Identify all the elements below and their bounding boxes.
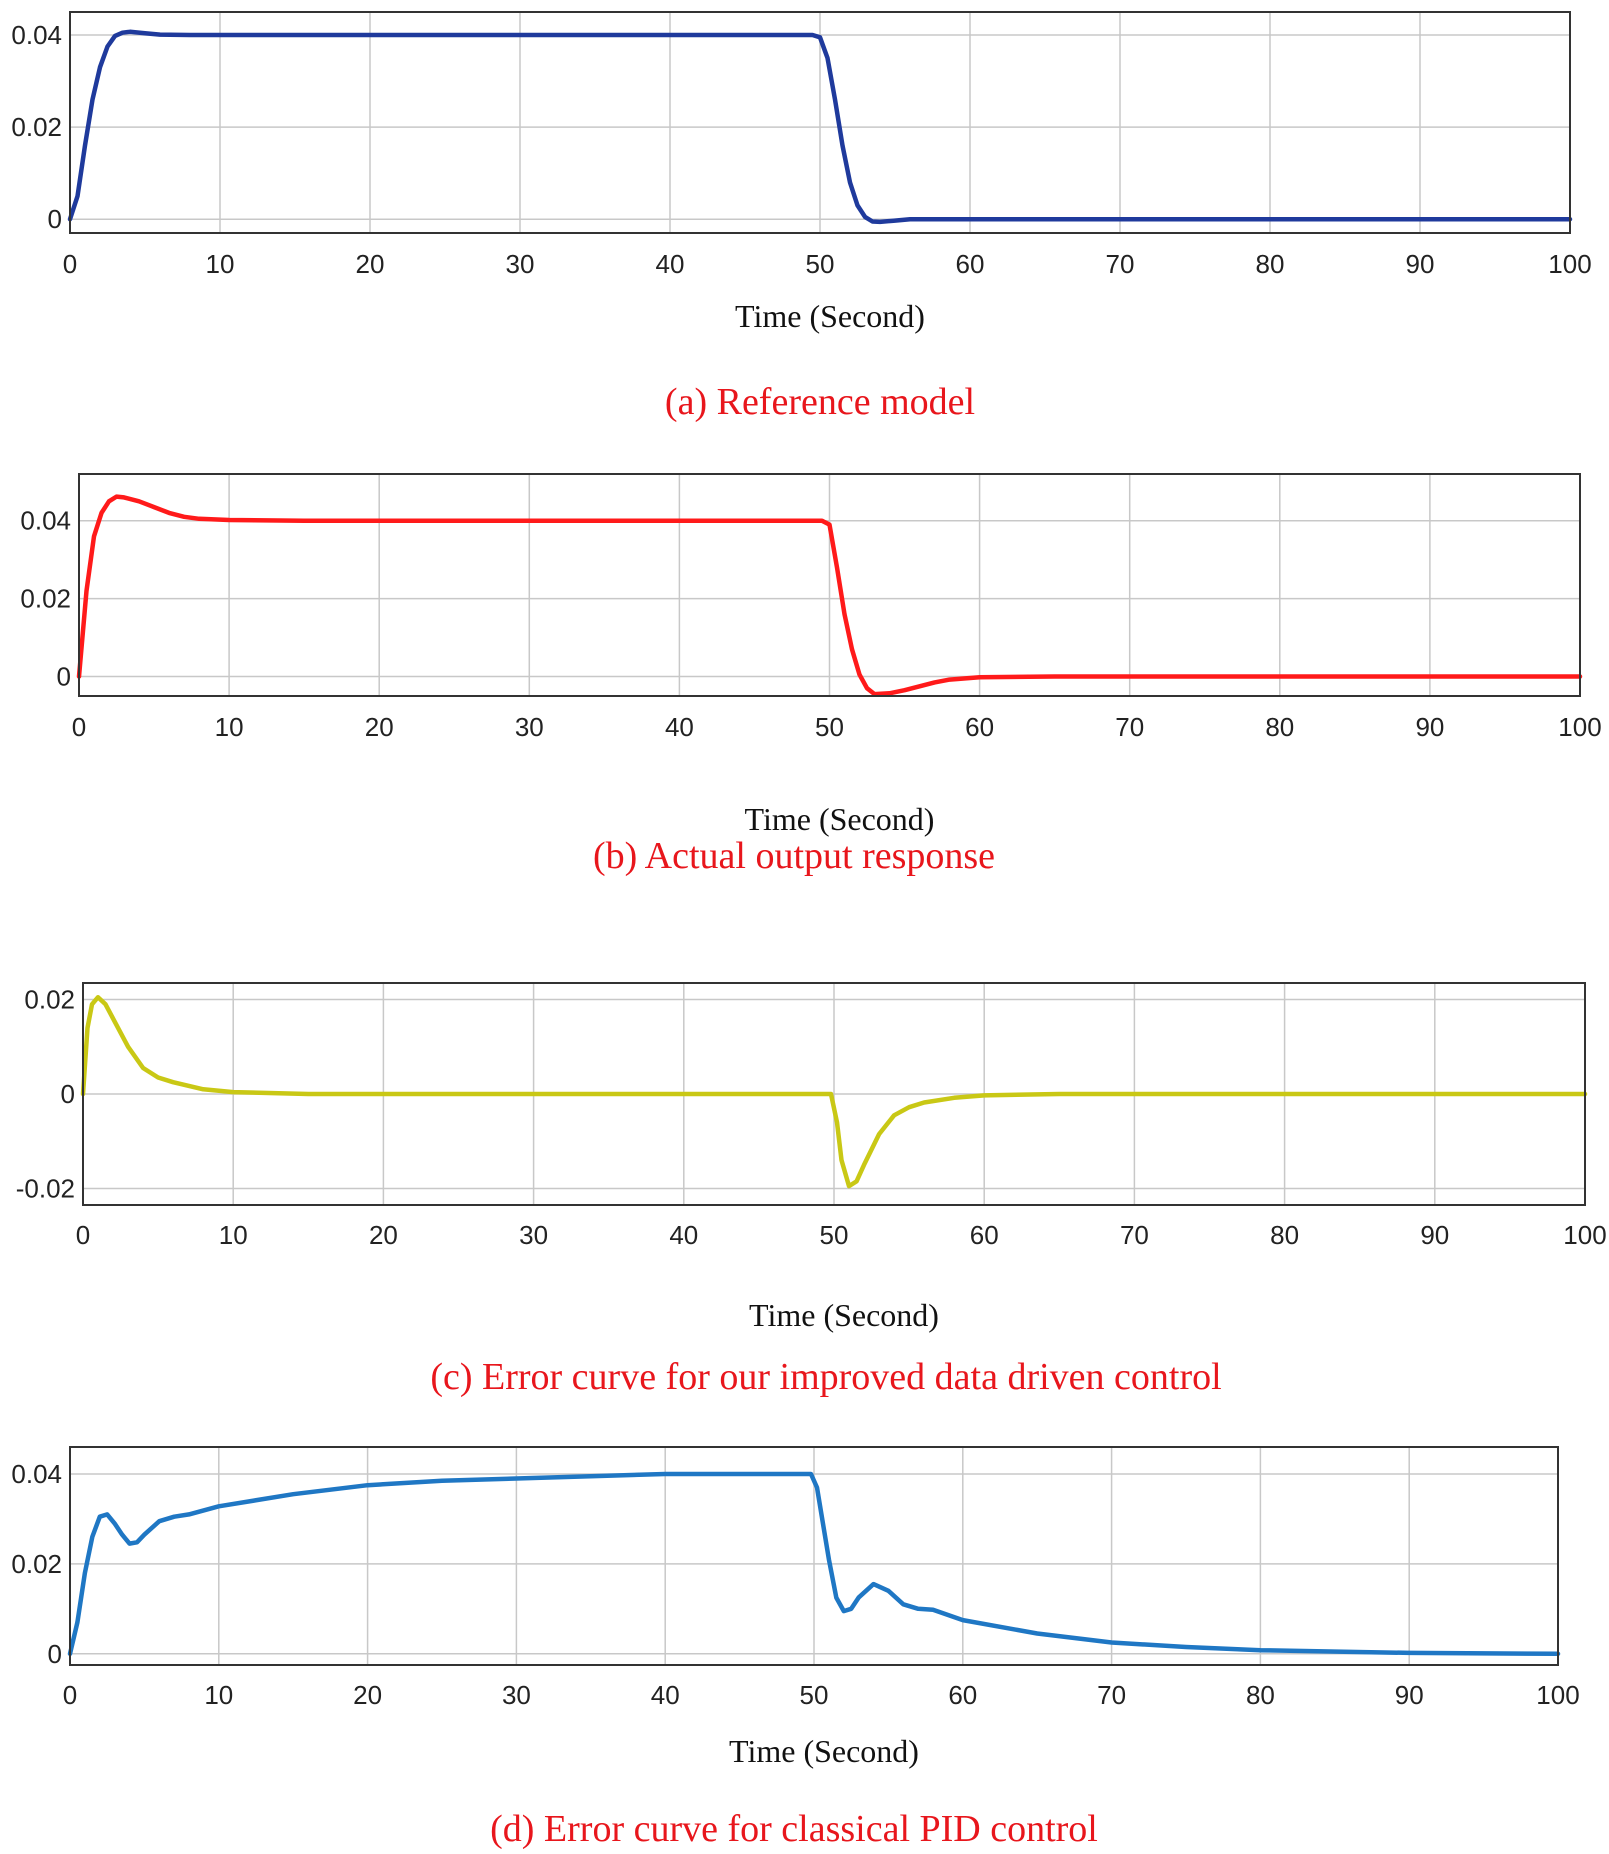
x-tick-label: 90 xyxy=(1420,1220,1449,1250)
x-tick-label: 70 xyxy=(1097,1680,1126,1710)
y-tick-label: 0.04 xyxy=(20,506,71,536)
x-axis-label: Time (Second) xyxy=(749,1297,939,1333)
series-line xyxy=(80,994,1588,1189)
panel-caption: (b) Actual output response xyxy=(593,835,995,877)
x-tick-label: 10 xyxy=(206,249,235,279)
axes-frame xyxy=(69,1446,1559,1666)
y-tick-label: 0 xyxy=(61,1079,75,1109)
x-tick-label: 80 xyxy=(1265,712,1294,742)
x-tick-label: 20 xyxy=(365,712,394,742)
panel-caption: (a) Reference model xyxy=(665,381,975,423)
y-tick-label: 0.04 xyxy=(11,20,62,50)
x-tick-label: 0 xyxy=(72,712,86,742)
x-tick-label: 70 xyxy=(1115,712,1144,742)
x-tick-label: 10 xyxy=(215,712,244,742)
x-tick-label: 30 xyxy=(515,712,544,742)
y-tick-label: 0 xyxy=(57,662,71,692)
x-tick-label: 80 xyxy=(1270,1220,1299,1250)
series-line xyxy=(76,494,1583,697)
x-tick-label: 20 xyxy=(353,1680,382,1710)
panel-b: 0 10 20 30 40 50 60 70 80 90 100 0 0.02 0.04 Time (Sec… xyxy=(20,473,1602,877)
x-tick-label: 50 xyxy=(806,249,835,279)
x-tick-label: 30 xyxy=(502,1680,531,1710)
y-tick-label: -0.02 xyxy=(16,1173,75,1203)
x-tick-label: 60 xyxy=(956,249,985,279)
x-tick-label: 90 xyxy=(1406,249,1435,279)
x-tick-label: 30 xyxy=(519,1220,548,1250)
y-tick-label: 0.02 xyxy=(24,985,75,1015)
y-tick-label: 0.02 xyxy=(11,112,62,142)
axes-frame xyxy=(82,982,1586,1206)
x-tick-label: 90 xyxy=(1395,1680,1424,1710)
series-line xyxy=(67,29,1573,225)
axes-frame xyxy=(78,473,1581,697)
x-tick-label: 100 xyxy=(1558,712,1601,742)
x-tick-label: 80 xyxy=(1246,1680,1275,1710)
series-line xyxy=(67,1471,1561,1657)
y-tick-label: 0 xyxy=(48,1639,62,1669)
x-tick-label: 60 xyxy=(970,1220,999,1250)
x-tick-label: 70 xyxy=(1120,1220,1149,1250)
x-axis-label: Time (Second) xyxy=(735,298,925,334)
x-tick-label: 100 xyxy=(1536,1680,1579,1710)
x-tick-label: 40 xyxy=(669,1220,698,1250)
y-tick-label: 0.02 xyxy=(20,584,71,614)
x-tick-label: 100 xyxy=(1548,249,1591,279)
x-tick-label: 60 xyxy=(965,712,994,742)
x-tick-label: 0 xyxy=(63,1680,77,1710)
x-tick-label: 50 xyxy=(800,1680,829,1710)
x-tick-label: 0 xyxy=(63,249,77,279)
x-tick-label: 10 xyxy=(219,1220,248,1250)
x-tick-label: 60 xyxy=(948,1680,977,1710)
x-tick-label: 0 xyxy=(76,1220,90,1250)
x-tick-label: 20 xyxy=(369,1220,398,1250)
x-tick-label: 50 xyxy=(815,712,844,742)
panel-caption: (d) Error curve for classical PID contro… xyxy=(490,1808,1098,1850)
x-tick-label: 50 xyxy=(820,1220,849,1250)
x-tick-label: 90 xyxy=(1415,712,1444,742)
x-tick-label: 30 xyxy=(506,249,535,279)
x-tick-label: 100 xyxy=(1563,1220,1606,1250)
x-tick-label: 40 xyxy=(656,249,685,279)
y-tick-label: 0 xyxy=(48,204,62,234)
panel-caption: (c) Error curve for our improved data dr… xyxy=(430,1356,1221,1398)
x-tick-label: 70 xyxy=(1106,249,1135,279)
x-tick-label: 80 xyxy=(1256,249,1285,279)
x-axis-label: Time (Second) xyxy=(729,1733,919,1769)
y-tick-label: 0.04 xyxy=(11,1459,62,1489)
y-tick-label: 0.02 xyxy=(11,1549,62,1579)
x-axis-label: Time (Second) xyxy=(745,801,935,837)
panel-d: 0 10 20 30 40 50 60 70 80 90 100 0 0.02 0.04 Time (Sec… xyxy=(11,1446,1580,1850)
x-tick-label: 20 xyxy=(356,249,385,279)
panel-a: 0 10 20 30 40 50 60 70 80 90 100 0 0.02 0.04 Time (Sec… xyxy=(11,11,1592,423)
x-tick-label: 40 xyxy=(651,1680,680,1710)
axes-frame xyxy=(69,11,1571,234)
x-tick-label: 10 xyxy=(204,1680,233,1710)
x-tick-label: 40 xyxy=(665,712,694,742)
